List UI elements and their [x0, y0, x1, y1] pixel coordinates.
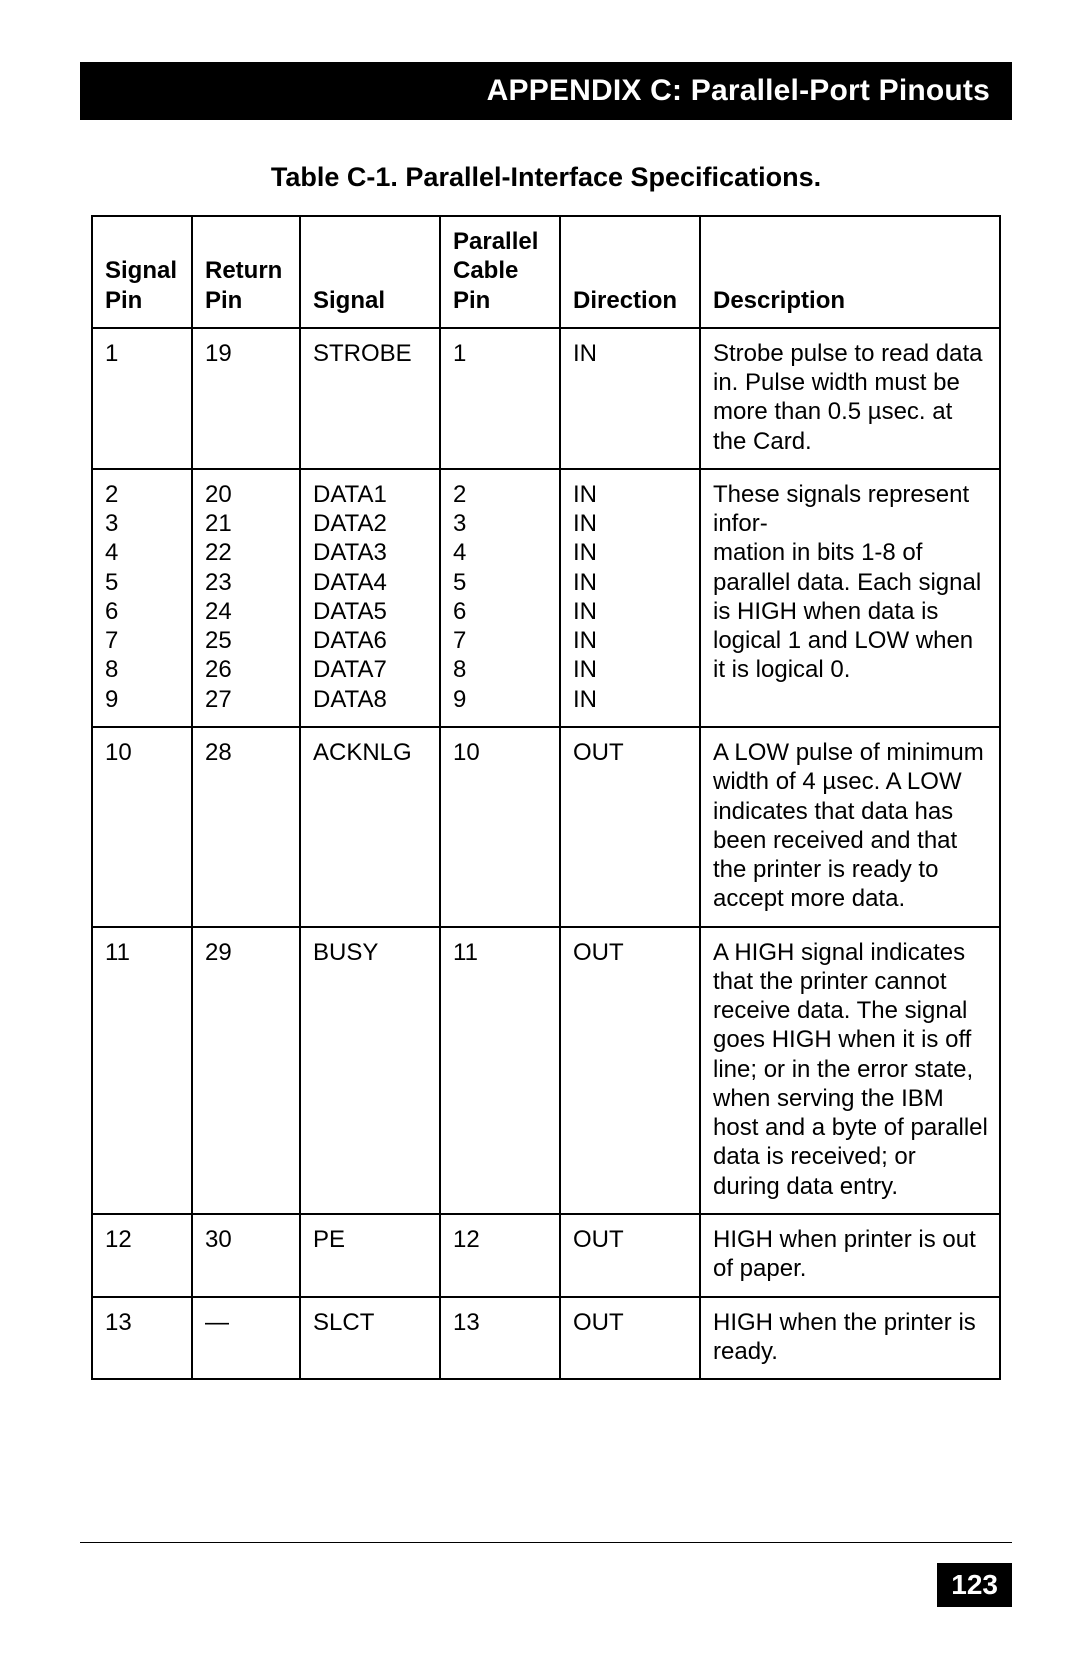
cell-return-pin: 20 21 22 23 24 25 26 27 [192, 469, 300, 727]
cell-signal: SLCT [300, 1297, 440, 1380]
cell-cable-pin: 10 [440, 727, 560, 927]
table-title: Table C-1. Parallel-Interface Specificat… [80, 162, 1012, 193]
table-row: 12 30 PE 12 OUT HIGH when printer is out… [92, 1214, 1000, 1297]
table-row: 11 29 BUSY 11 OUT A HIGH signal indicate… [92, 927, 1000, 1214]
col-header-cable-pin: Parallel Cable Pin [440, 216, 560, 328]
cell-return-pin: 29 [192, 927, 300, 1214]
spec-table: Signal Pin Return Pin Signal Parallel Ca… [91, 215, 1001, 1380]
cell-signal: DATA1 DATA2 DATA3 DATA4 DATA5 DATA6 DATA… [300, 469, 440, 727]
cell-return-pin: 30 [192, 1214, 300, 1297]
table-row: 1 19 STROBE 1 IN Strobe pulse to read da… [92, 328, 1000, 469]
cell-description: A LOW pulse of minimum width of 4 µsec. … [700, 727, 1000, 927]
table-row: 10 28 ACKNLG 10 OUT A LOW pulse of minim… [92, 727, 1000, 927]
cell-cable-pin: 12 [440, 1214, 560, 1297]
cell-direction: OUT [560, 727, 700, 927]
page-number: 123 [937, 1563, 1012, 1607]
col-header-direction: Direction [560, 216, 700, 328]
col-header-return-pin: Return Pin [192, 216, 300, 328]
cell-cable-pin: 11 [440, 927, 560, 1214]
cell-description: HIGH when the printer is ready. [700, 1297, 1000, 1380]
cell-cable-pin: 13 [440, 1297, 560, 1380]
col-header-description: Description [700, 216, 1000, 328]
appendix-header-bar: APPENDIX C: Parallel-Port Pinouts [80, 62, 1012, 120]
cell-cable-pin: 1 [440, 328, 560, 469]
col-header-signal-pin: Signal Pin [92, 216, 192, 328]
cell-signal: BUSY [300, 927, 440, 1214]
cell-direction: OUT [560, 1297, 700, 1380]
cell-description: A HIGH signal indicates that the printer… [700, 927, 1000, 1214]
cell-direction: OUT [560, 1214, 700, 1297]
cell-description: HIGH when printer is out of paper. [700, 1214, 1000, 1297]
cell-signal-pin: 13 [92, 1297, 192, 1380]
cell-signal-pin: 1 [92, 328, 192, 469]
cell-signal-pin: 2 3 4 5 6 7 8 9 [92, 469, 192, 727]
cell-signal: ACKNLG [300, 727, 440, 927]
cell-description: These signals represent infor- mation in… [700, 469, 1000, 727]
cell-direction: IN [560, 328, 700, 469]
table-header-row: Signal Pin Return Pin Signal Parallel Ca… [92, 216, 1000, 328]
cell-signal-pin: 10 [92, 727, 192, 927]
cell-signal-pin: 11 [92, 927, 192, 1214]
cell-cable-pin: 2 3 4 5 6 7 8 9 [440, 469, 560, 727]
footer-rule [80, 1542, 1012, 1543]
appendix-header-title: APPENDIX C: Parallel-Port Pinouts [487, 74, 990, 108]
cell-return-pin: 19 [192, 328, 300, 469]
cell-description: Strobe pulse to read data in. Pulse widt… [700, 328, 1000, 469]
cell-signal-pin: 12 [92, 1214, 192, 1297]
cell-return-pin: — [192, 1297, 300, 1380]
cell-direction: IN IN IN IN IN IN IN IN [560, 469, 700, 727]
col-header-signal: Signal [300, 216, 440, 328]
cell-return-pin: 28 [192, 727, 300, 927]
document-page: APPENDIX C: Parallel-Port Pinouts Table … [0, 0, 1080, 1669]
cell-signal: STROBE [300, 328, 440, 469]
cell-signal: PE [300, 1214, 440, 1297]
table-row: 13 — SLCT 13 OUT HIGH when the printer i… [92, 1297, 1000, 1380]
cell-direction: OUT [560, 927, 700, 1214]
table-row: 2 3 4 5 6 7 8 9 20 21 22 23 24 25 26 27 … [92, 469, 1000, 727]
